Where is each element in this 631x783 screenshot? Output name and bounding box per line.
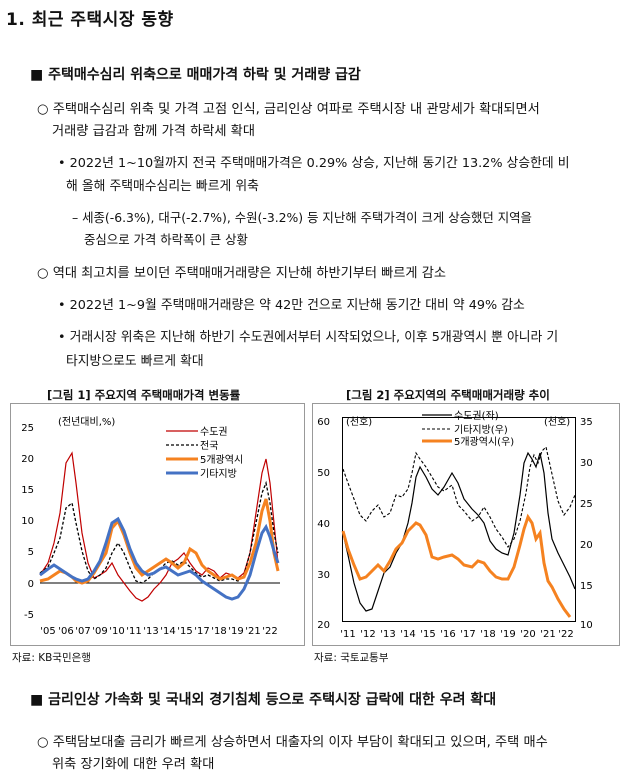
figure-1-frame — [10, 403, 305, 646]
figure-2-xtick: '14 — [400, 629, 415, 640]
figure-2-series-other — [342, 445, 576, 548]
figure-1-xtick: '09 — [92, 626, 107, 637]
section-2-bullet-1-line-2: 위축 장기화에 대한 우려 확대 — [52, 757, 215, 772]
figure-2-yticks-left: 60 50 40 30 20 — [317, 417, 330, 631]
figure-1-xtick: '10 — [109, 626, 124, 637]
page-title: 1. 최근 주택시장 동향 — [6, 10, 174, 30]
figure-1-chart: (전년대비,%) 25 20 15 10 5 0 -5 수도권 전국 5개광역시… — [10, 403, 305, 646]
bullet-1-dot-1-line-1: • 2022년 1~10월까지 전국 주택매매가격은 0.29% 상승, 지난해… — [58, 156, 570, 171]
figure-2-xtick: '18 — [480, 629, 495, 640]
figure-2-ytick-left: 40 — [317, 519, 330, 530]
figure-1-yticks: 25 20 15 10 5 0 -5 — [21, 423, 34, 621]
figure-2-yunit-right: (천호) — [544, 416, 570, 428]
figure-2-xtick: '22 — [558, 629, 573, 640]
figure-1-ytick: 5 — [28, 547, 34, 558]
figure-1-xtick: '06 — [58, 626, 73, 637]
figure-1-xtick: '14 — [160, 626, 175, 637]
legend-label: 기타지방(우) — [454, 424, 508, 436]
figure-2-ytick-right: 20 — [580, 540, 593, 551]
bullet-2-line-1: ○ 역대 최고치를 보이던 주택매매거래량은 지난해 하반기부터 빠르게 감소 — [37, 266, 447, 281]
figure-2-yunit-left: (천호) — [346, 416, 372, 428]
figure-1-ytick: -5 — [24, 610, 34, 621]
figure-2-ytick-right: 35 — [580, 417, 593, 428]
bullet-2-dot-1-line-1: • 2022년 1~9월 주택매매거래량은 약 42만 건으로 지난해 동기간 … — [58, 298, 525, 313]
figure-2-xticks: '11 '12 '13 '14 '15 '16 '17 '18 '19 '20 … — [340, 629, 573, 640]
figure-1-xtick: '18 — [211, 626, 226, 637]
figure-2-xtick: '20 — [520, 629, 535, 640]
section-heading-1: ■ 주택매수심리 위축으로 매매가격 하락 및 거래량 급감 — [30, 67, 361, 83]
legend-label: 5개광역시 — [200, 454, 243, 466]
legend-label: 5개광역시(우) — [454, 436, 514, 448]
figure-2-caption: [그림 2] 주요지역의 주택매매거래량 추이 — [346, 388, 550, 402]
figure-1-xtick: '07 — [75, 626, 90, 637]
figure-1-xtick: '15 — [177, 626, 192, 637]
figure-2-xtick: '11 — [340, 629, 355, 640]
figure-1-xtick: '19 — [228, 626, 243, 637]
legend-label: 수도권(좌) — [454, 410, 499, 422]
figure-2-yticks-right: 35 30 25 20 15 10 — [580, 417, 593, 631]
figure-1-source: 자료: KB국민은행 — [12, 652, 91, 664]
figure-2-ytick-left: 60 — [317, 417, 330, 428]
figure-2-chart: (천호) (천호) 60 50 40 30 20 35 30 25 20 15 … — [312, 403, 620, 646]
figure-1-xticks: '05 '06 '07 '09 '10 '11 '13 '14 '15 '17 … — [40, 626, 277, 637]
figure-1-ytick: 10 — [21, 516, 34, 527]
section-heading-2: ■ 금리인상 가속화 및 국내외 경기침체 등으로 주택시장 급락에 대한 우려… — [30, 692, 497, 708]
figure-2-xtick: '13 — [380, 629, 395, 640]
figure-2-series-metro — [341, 513, 572, 618]
legend-label: 전국 — [200, 440, 218, 452]
figure-2-ytick-right: 15 — [580, 581, 593, 592]
figure-1-legend: 수도권 전국 5개광역시 기타지방 — [166, 426, 243, 480]
bullet-1-line-2: 거래량 급감과 함께 가격 하락세 확대 — [52, 124, 255, 139]
section-2-bullet-1-line-1: ○ 주택담보대출 금리가 빠르게 상승하면서 대출자의 이자 부담이 확대되고 … — [37, 735, 548, 750]
figure-2-plot-area — [342, 417, 576, 622]
bullet-1-dash-1-line-2: 중심으로 가격 하락폭이 큰 상황 — [84, 232, 248, 247]
bullet-2-dot-2-line-2: 타지방으로도 빠르게 확대 — [66, 354, 204, 369]
figure-1-xtick: '05 — [40, 626, 55, 637]
figure-2-ytick-right: 25 — [580, 499, 593, 510]
figure-2-xtick: '19 — [500, 629, 515, 640]
figure-2-xtick: '15 — [420, 629, 435, 640]
figure-2-ytick-left: 30 — [317, 570, 330, 581]
figure-1-xtick: '21 — [245, 626, 260, 637]
figure-1-xtick: '11 — [126, 626, 141, 637]
figure-1-xtick: '13 — [143, 626, 158, 637]
figure-1-ytick: 15 — [21, 485, 34, 496]
figure-2-ytick-left: 20 — [317, 620, 330, 631]
figure-2-ytick-left: 50 — [317, 468, 330, 479]
figure-1-ytick: 0 — [28, 579, 34, 590]
figure-1-series-other — [39, 516, 280, 601]
figure-1-xtick: '17 — [194, 626, 209, 637]
figure-1-ytick: 20 — [21, 454, 34, 465]
figure-1-caption: [그림 1] 주요지역 주택매매가격 변동률 — [47, 388, 241, 402]
legend-label: 수도권 — [200, 426, 228, 438]
figure-1-series-metro — [39, 498, 280, 585]
figure-2-source: 자료: 국토교통부 — [314, 652, 389, 664]
bullet-1-dot-1-line-2: 해 올해 주택매수심리는 빠르게 위축 — [66, 179, 259, 194]
bullet-1-dash-1-line-1: – 세종(-6.3%), 대구(-2.7%), 수원(-3.2%) 등 지난해 … — [72, 210, 532, 225]
figure-2-ytick-right: 30 — [580, 458, 593, 469]
figure-1-ytick: 25 — [21, 423, 34, 434]
figure-1-yunit: (전년대비,%) — [58, 416, 115, 428]
bullet-2-dot-2-line-1: • 거래시장 위축은 지난해 하반기 수도권에서부터 시작되었으나, 이후 5개… — [58, 330, 559, 345]
figure-2-xtick: '21 — [540, 629, 555, 640]
figure-2-xtick: '16 — [440, 629, 455, 640]
figure-2-xtick: '12 — [360, 629, 375, 640]
figure-2-ytick-right: 10 — [580, 620, 593, 631]
figure-2-xtick: '17 — [460, 629, 475, 640]
figure-2-frame — [312, 403, 620, 646]
figure-2-legend: 수도권(좌) 기타지방(우) 5개광역시(우) — [422, 410, 514, 448]
legend-label: 기타지방 — [200, 468, 237, 480]
bullet-1-line-1: ○ 주택매수심리 위축 및 가격 고점 인식, 금리인상 여파로 주택시장 내 … — [37, 102, 540, 117]
figure-1-xtick: '22 — [262, 626, 277, 637]
